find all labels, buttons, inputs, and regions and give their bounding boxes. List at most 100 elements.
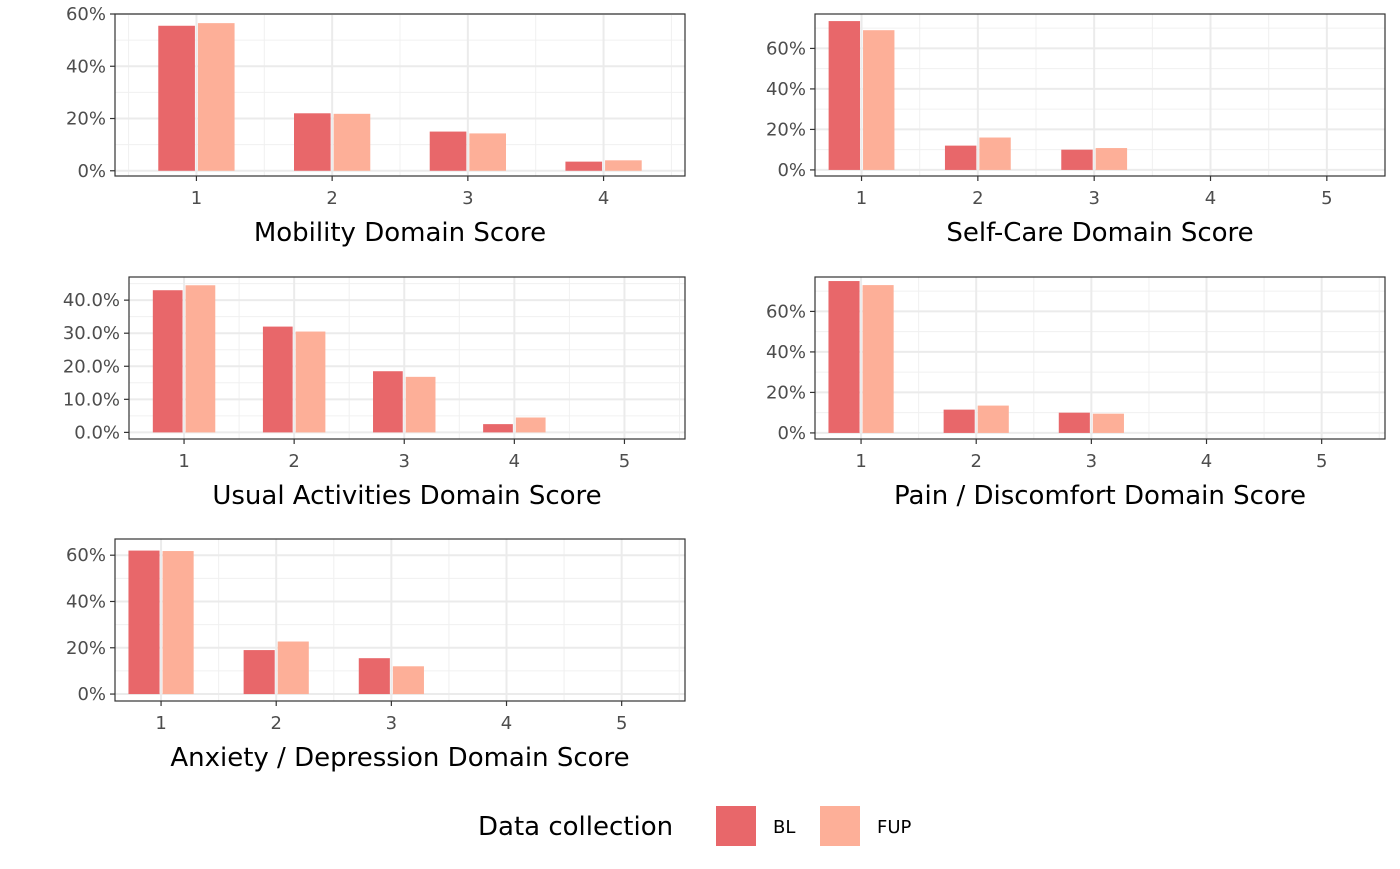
panel-border [814,13,1386,177]
y-tick-label: 20% [66,109,106,130]
panel-self-care: 0% 20% 40% 60% 1 2 3 4 5 Self-Care Domain Score [766,13,1386,248]
x-tick-label: 4 [501,713,512,734]
bar-bl-score-3 [429,131,467,171]
y-tick-label: 40% [66,56,106,77]
bar-fup-score-2 [277,641,309,695]
y-tick-label: 20% [766,382,806,403]
panel-usual-activities: 0.0% 10.0% 20.0% 30.0% 40.0% 1 2 3 4 5 Usual Activ… [63,276,686,511]
bar-bl-score-1 [152,290,183,433]
x-tick-label: 5 [619,451,630,472]
panel-anxiety-depression: 0% 20% 40% 60% 1 2 3 4 5 Anxiety / Depression Dom… [66,538,686,773]
y-tick-label: 20% [766,119,806,140]
legend-label-bl: BL [773,817,795,838]
y-tick-label: 30.0% [63,323,120,344]
x-tick-label: 3 [1086,451,1097,472]
major-grid [129,277,685,439]
x-tick-label: 3 [386,713,397,734]
bar-bl-score-1 [158,25,195,171]
bar-bl-score-4 [483,424,513,433]
bar-fup-score-3 [405,376,436,433]
x-tick-label: 3 [1088,188,1099,209]
x-axis: 1 2 3 4 5 [855,439,1327,472]
x-tick-label: 1 [856,188,867,209]
legend-label-fup: FUP [877,817,912,838]
x-axis-title: Usual Activities Domain Score [212,481,601,511]
panel-border [114,538,686,702]
y-axis: 0% 20% 40% 60% [66,545,115,705]
minor-grid [115,539,685,701]
bar-bl-score-2 [262,326,293,433]
legend-title: Data collection [478,812,673,842]
bar-fup-score-1 [862,285,894,433]
legend-key-bl [716,806,756,846]
y-axis: 0.0% 10.0% 20.0% 30.0% 40.0% [63,290,129,443]
x-tick-label: 5 [1321,188,1332,209]
x-tick-label: 4 [598,188,609,209]
y-tick-label: 40% [766,79,806,100]
major-grid [815,14,1385,176]
bar-bl-score-4 [565,161,603,171]
y-tick-label: 60% [766,38,806,59]
y-axis: 0% 20% 40% 60% [766,38,815,181]
x-axis: 1 2 3 4 5 [856,176,1333,209]
y-axis: 0% 20% 40% 60% [766,301,815,444]
x-tick-label: 4 [1205,188,1216,209]
y-tick-label: 40% [766,342,806,363]
y-tick-label: 0% [77,161,106,182]
x-tick-label: 2 [326,188,337,209]
legend-key-fup [820,806,860,846]
x-tick-label: 1 [155,713,166,734]
panel-mobility: 0% 20% 40% 60% 1 2 3 4 Mobility Domain Score [66,4,686,248]
minor-grid [815,277,1385,439]
y-tick-label: 60% [66,4,106,25]
bar-fup-score-1 [162,551,194,695]
panel-border [128,276,686,440]
y-tick-label: 0.0% [74,422,120,443]
panel-pain-discomfort: 0% 20% 40% 60% 1 2 3 4 5 Pain / Discomfort Domain… [766,276,1386,511]
x-tick-label: 2 [972,188,983,209]
bar-bl-score-2 [943,409,975,433]
bar-fup-score-2 [295,331,326,433]
x-axis: 1 2 3 4 5 [178,439,630,472]
y-tick-label: 10.0% [63,389,120,410]
bar-bl-score-1 [828,281,860,433]
x-axis-title: Mobility Domain Score [254,218,546,248]
bars [128,550,424,695]
bar-bl-score-3 [1061,149,1093,170]
bar-bl-score-2 [243,650,275,695]
bar-bl-score-3 [1058,412,1090,433]
x-tick-label: 5 [1316,451,1327,472]
panel-border [114,13,686,177]
x-tick-label: 3 [399,451,410,472]
bar-bl-score-2 [944,145,977,170]
x-tick-label: 1 [855,451,866,472]
y-tick-label: 0% [77,684,106,705]
x-tick-label: 2 [270,713,281,734]
x-tick-label: 2 [970,451,981,472]
x-axis-title: Pain / Discomfort Domain Score [894,481,1306,511]
bar-fup-score-2 [977,405,1009,433]
bar-fup-score-4 [605,160,642,171]
panel-border [814,276,1386,440]
bar-fup-score-3 [469,133,506,171]
bars [158,23,642,171]
x-tick-label: 2 [288,451,299,472]
x-axis: 1 2 3 4 [191,176,609,209]
bar-fup-score-1 [863,30,895,170]
y-axis: 0% 20% 40% 60% [66,4,115,182]
bar-fup-score-3 [1092,413,1124,433]
x-tick-label: 3 [462,188,473,209]
x-tick-label: 1 [178,451,189,472]
bar-bl-score-2 [294,113,331,171]
y-tick-label: 0% [777,160,806,181]
x-axis: 1 2 3 4 5 [155,701,627,734]
bar-bl-score-3 [358,658,390,695]
bar-fup-score-1 [197,23,235,171]
y-tick-label: 60% [66,545,106,566]
bar-bl-score-1 [828,21,861,170]
x-axis-title: Self-Care Domain Score [946,218,1253,248]
bars [828,281,1124,433]
y-tick-label: 40% [66,591,106,612]
